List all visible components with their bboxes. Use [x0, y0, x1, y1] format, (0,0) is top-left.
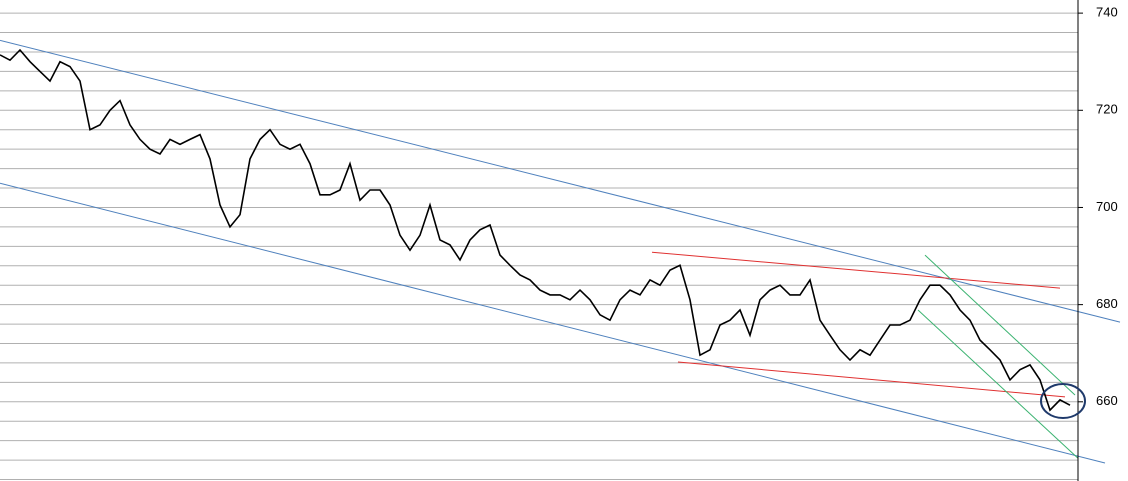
y-tick-label: 660: [1096, 393, 1118, 408]
trend-line: [677, 361, 1066, 398]
trend-line: [0, 39, 1121, 323]
y-tick-label: 680: [1096, 296, 1118, 311]
plot: [0, 39, 1121, 464]
y-tick-label: 740: [1096, 5, 1118, 20]
grid: [0, 12, 1078, 481]
price-line: [0, 48, 1071, 412]
highlight-circle: [1040, 383, 1086, 419]
y-tick-label: 700: [1096, 199, 1118, 214]
trend-line: [0, 182, 1106, 464]
trend-line: [924, 254, 1076, 396]
trend-line: [651, 251, 1061, 289]
y-axis-ticks: 660 680 700 720 740: [1078, 5, 1118, 408]
trend-line: [917, 309, 1079, 459]
y-tick-label: 720: [1096, 102, 1118, 117]
